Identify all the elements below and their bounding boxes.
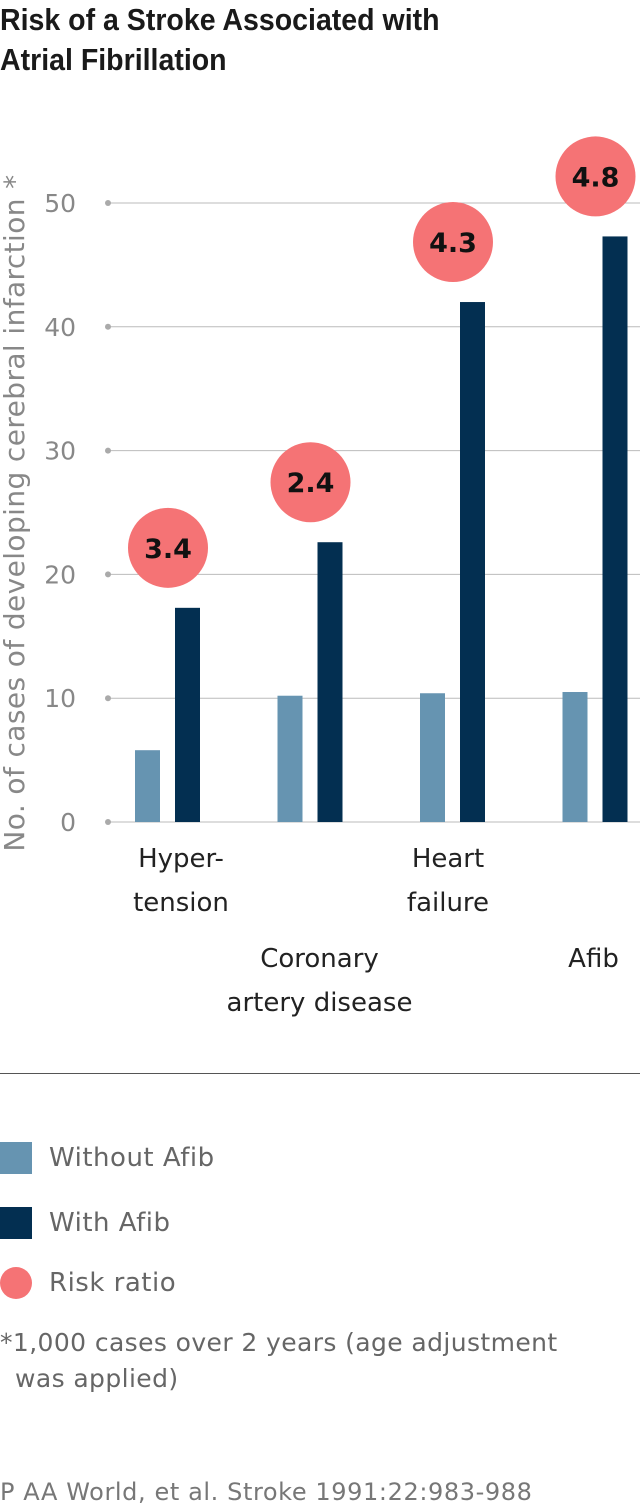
legend-swatch-with-afib [0, 1207, 32, 1239]
legend-label-with-afib: With Afib [49, 1208, 171, 1238]
category-label-3-line-0: Afib [568, 944, 619, 974]
legend-item-with-afib: With Afib [0, 1206, 171, 1240]
legend-divider [0, 1073, 640, 1074]
category-label-2-line-1: failure [407, 888, 489, 918]
category-label-0-line-0: Hyper- [138, 844, 224, 874]
legend-label-without-afib: Without Afib [49, 1143, 215, 1173]
bar-chart: 0 10 20 30 40 50 No. of cases of developing ce… [0, 136, 640, 1018]
y-tick-dot-10 [105, 695, 111, 702]
y-tick-label-20: 20 [44, 560, 76, 589]
source-citation: P AA World, et al. Stroke 1991:22:983-98… [0, 1478, 533, 1506]
bar-without-afib-3 [562, 692, 588, 822]
category-label-0-line-1: tension [133, 888, 229, 918]
chart-title-line-2: Atrial Fibrillation [0, 42, 227, 77]
legend-label-risk-ratio: Risk ratio [49, 1268, 177, 1298]
chart-title-line-1: Risk of a Stroke Associated with [0, 2, 440, 37]
risk-ratio-circle-0 [128, 507, 208, 588]
bar-without-afib-0 [135, 750, 160, 822]
y-tick-dot-40 [105, 323, 111, 330]
legend-item-risk-ratio: Risk ratio [0, 1266, 176, 1300]
legend-swatch-risk-ratio [0, 1267, 32, 1299]
chart-title: Risk of a Stroke Associated with Atrial … [0, 0, 552, 80]
footnote-line-1: *1,000 cases over 2 years (age adjustmen… [0, 1328, 558, 1357]
risk-ratio-circle-2 [413, 202, 493, 283]
bar-without-afib-2 [420, 693, 445, 822]
y-tick-dot-50 [105, 200, 111, 206]
y-tick-label-50: 50 [44, 189, 76, 218]
y-axis-label: No. of cases of developing cerebral infa… [0, 174, 31, 851]
category-label-2-line-0: Heart [412, 844, 484, 874]
footnote: *1,000 cases over 2 years (age adjustmen… [0, 1325, 620, 1397]
bar-with-afib-1 [317, 542, 343, 822]
risk-ratio-label-2: 4.3 [429, 228, 477, 259]
y-tick-dot-30 [105, 447, 111, 454]
risk-ratio-label-0: 3.4 [144, 534, 192, 565]
y-tick-label-10: 10 [44, 684, 76, 713]
y-tick-dot-0 [105, 819, 111, 825]
bar-with-afib-2 [460, 302, 485, 822]
risk-ratio-circle-3 [555, 136, 636, 217]
risk-ratio-label-3: 4.8 [572, 162, 620, 193]
y-tick-label-40: 40 [44, 313, 76, 342]
y-tick-label-30: 30 [44, 437, 76, 466]
footnote-line-2: was applied) [15, 1364, 179, 1393]
category-label-1-line-0: Coronary [260, 944, 379, 974]
risk-ratio-circle-1 [270, 442, 351, 523]
category-label-1-line-1: artery disease [227, 988, 413, 1018]
bar-with-afib-0 [175, 607, 200, 822]
y-tick-dot-20 [105, 571, 111, 578]
legend-swatch-without-afib [0, 1142, 32, 1174]
bar-without-afib-1 [277, 695, 303, 822]
legend-item-without-afib: Without Afib [0, 1141, 215, 1175]
risk-ratio-label-1: 2.4 [287, 468, 335, 499]
bar-with-afib-3 [602, 236, 628, 822]
y-tick-label-0: 0 [60, 808, 76, 837]
